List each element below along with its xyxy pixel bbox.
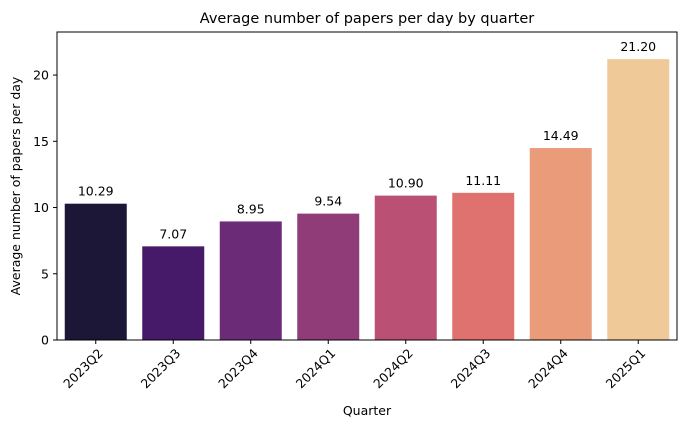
bar-2023Q2 bbox=[64, 203, 127, 340]
x-axis-label: Quarter bbox=[343, 403, 392, 418]
bar-2024Q1 bbox=[297, 213, 360, 340]
y-tick-label: 5 bbox=[41, 266, 49, 281]
bar-2024Q3 bbox=[452, 192, 515, 340]
x-tick-label-2023Q3: 2023Q3 bbox=[138, 346, 184, 392]
x-tick-label-2023Q2: 2023Q2 bbox=[60, 346, 106, 392]
data-label-2024Q4: 14.49 bbox=[543, 128, 579, 143]
x-tick-label-2023Q4: 2023Q4 bbox=[215, 345, 261, 391]
x-tick-label-2025Q1: 2025Q1 bbox=[603, 346, 649, 392]
y-tick-label: 15 bbox=[33, 134, 49, 149]
y-tick-label: 20 bbox=[33, 68, 49, 83]
x-tick-label-2024Q1: 2024Q1 bbox=[293, 346, 339, 392]
x-tick-label-2024Q3: 2024Q3 bbox=[448, 346, 494, 392]
x-tick-label-2024Q2: 2024Q2 bbox=[370, 346, 416, 392]
y-tick-label: 0 bbox=[41, 333, 49, 348]
bar-2024Q4 bbox=[529, 148, 592, 340]
data-label-2024Q3: 11.11 bbox=[465, 173, 501, 188]
data-label-2023Q3: 7.07 bbox=[159, 226, 187, 241]
y-axis-label: Average number of papers per day bbox=[8, 76, 23, 295]
bar-2023Q3 bbox=[142, 246, 205, 340]
plot-frame bbox=[56, 31, 678, 341]
data-label-2023Q4: 8.95 bbox=[237, 201, 265, 216]
y-tick-label: 10 bbox=[33, 200, 49, 215]
chart-title: Average number of papers per day by quar… bbox=[200, 11, 534, 27]
data-label-2024Q2: 10.90 bbox=[388, 176, 424, 191]
data-label-2024Q1: 9.54 bbox=[314, 194, 342, 209]
bar-2025Q1 bbox=[607, 59, 670, 341]
data-label-2025Q1: 21.20 bbox=[620, 39, 656, 54]
data-label-2023Q2: 10.29 bbox=[78, 184, 114, 199]
bar-2023Q4 bbox=[219, 221, 282, 340]
x-tick-label-2024Q4: 2024Q4 bbox=[525, 345, 571, 391]
bar-2024Q2 bbox=[374, 195, 437, 340]
